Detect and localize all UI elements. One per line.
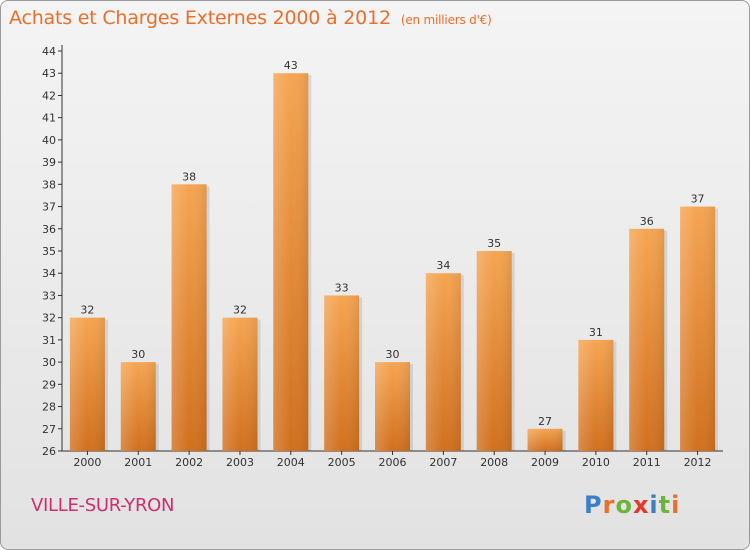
y-tick-label: 33	[42, 289, 56, 302]
y-tick-label: 30	[42, 356, 56, 369]
data-label: 34	[436, 259, 450, 272]
y-tick-label: 26	[42, 445, 56, 458]
bar-highlight	[476, 251, 512, 451]
bar-highlight	[273, 73, 309, 451]
x-tick-label: 2000	[73, 456, 101, 469]
y-tick-label: 38	[42, 178, 56, 191]
bar-highlight	[171, 184, 207, 452]
chart-subtitle: (en milliers d'€)	[400, 13, 492, 27]
chart-title: Achats et Charges Externes 2000 à 2012	[9, 7, 391, 29]
logo-letter: t	[658, 491, 672, 519]
y-tick-label: 35	[42, 245, 56, 258]
data-label: 30	[131, 348, 145, 361]
x-tick-label: 2007	[429, 456, 457, 469]
data-label: 43	[284, 59, 298, 72]
y-tick-label: 44	[42, 45, 56, 58]
y-tick-label: 27	[42, 423, 56, 436]
y-tick-label: 39	[42, 156, 56, 169]
y-tick-label: 29	[42, 378, 56, 391]
logo-letter: o	[615, 491, 633, 519]
x-tick-label: 2003	[226, 456, 254, 469]
x-tick-label: 2012	[684, 456, 712, 469]
place-name: VILLE-SUR-YRON	[31, 495, 175, 516]
data-label: 32	[80, 304, 94, 317]
y-tick-label: 32	[42, 312, 56, 325]
logo-letter: P	[584, 491, 603, 519]
bar-highlight	[680, 206, 716, 451]
chart-title-block: Achats et Charges Externes 2000 à 2012 (e…	[9, 7, 492, 29]
data-label: 30	[386, 348, 400, 361]
proxiti-logo: Proxiti	[584, 491, 680, 519]
data-label: 31	[589, 326, 603, 339]
x-tick-label: 2011	[633, 456, 661, 469]
y-tick-label: 43	[42, 67, 56, 80]
bar-highlight	[375, 362, 410, 451]
data-label: 32	[233, 304, 247, 317]
x-tick-label: 2005	[328, 456, 356, 469]
y-tick-label: 36	[42, 223, 56, 236]
bar-highlight	[69, 317, 105, 451]
data-label: 33	[335, 281, 349, 294]
y-tick-label: 34	[42, 267, 56, 280]
data-label: 36	[640, 215, 654, 228]
y-tick-label: 37	[42, 201, 56, 214]
bar-highlight	[629, 228, 665, 451]
x-tick-label: 2002	[175, 456, 203, 469]
bar-highlight	[324, 295, 360, 451]
logo-letter: i	[671, 491, 681, 519]
bar-highlight	[222, 317, 258, 451]
x-tick-label: 2004	[277, 456, 305, 469]
bar-highlight	[527, 428, 563, 451]
y-tick-label: 42	[42, 89, 56, 102]
bar-highlight	[425, 273, 461, 451]
y-tick-label: 31	[42, 334, 56, 347]
x-tick-label: 2001	[124, 456, 152, 469]
logo-letter: i	[649, 491, 659, 519]
data-label: 27	[538, 415, 552, 428]
y-tick-label: 28	[42, 401, 56, 414]
x-tick-label: 2009	[531, 456, 559, 469]
x-tick-label: 2010	[582, 456, 610, 469]
bar-highlight	[120, 362, 156, 451]
data-label: 38	[182, 170, 196, 183]
y-tick-label: 40	[42, 134, 56, 147]
data-label: 37	[691, 193, 705, 206]
logo-letter: r	[602, 491, 616, 519]
x-tick-label: 2008	[480, 456, 508, 469]
x-tick-label: 2006	[379, 456, 407, 469]
logo-letter: x	[632, 491, 650, 519]
bar-highlight	[578, 339, 614, 451]
data-label: 35	[487, 237, 501, 250]
y-tick-label: 41	[42, 112, 56, 125]
